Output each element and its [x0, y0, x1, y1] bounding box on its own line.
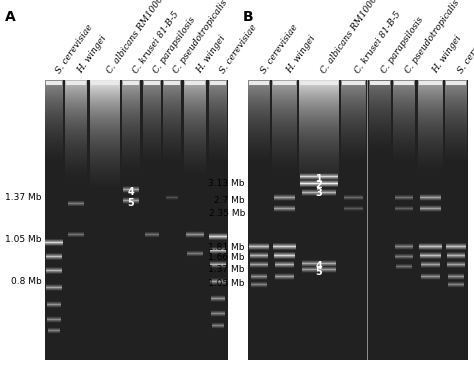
Text: 4: 4 [316, 261, 322, 271]
Text: C. krusei 81-B-5: C. krusei 81-B-5 [354, 10, 403, 75]
Text: 1.05 Mb: 1.05 Mb [209, 279, 245, 288]
Text: 2: 2 [316, 180, 322, 190]
Text: 5: 5 [316, 267, 322, 277]
Text: C. albicans RM1000: C. albicans RM1000 [319, 0, 379, 75]
Text: C. albicans RM1000: C. albicans RM1000 [105, 0, 165, 75]
Text: H. wingei: H. wingei [284, 34, 317, 75]
Text: 4: 4 [128, 187, 134, 197]
Text: H. wingei: H. wingei [430, 34, 463, 75]
Text: H. wingei: H. wingei [76, 34, 109, 75]
Text: S. cerevisiae: S. cerevisiae [456, 23, 474, 75]
Text: S. cerevisiae: S. cerevisiae [218, 23, 258, 75]
Text: H. wingei: H. wingei [195, 34, 228, 75]
Text: 3.13 Mb: 3.13 Mb [209, 179, 245, 188]
Text: 5: 5 [128, 198, 134, 208]
Text: B: B [243, 10, 254, 24]
Text: 0.8 Mb: 0.8 Mb [11, 277, 42, 286]
Text: 1.37 Mb: 1.37 Mb [6, 193, 42, 202]
Text: C. pseudotropicalis: C. pseudotropicalis [404, 0, 462, 75]
Text: 1.81 Mb: 1.81 Mb [209, 243, 245, 253]
Text: 2.35 Mb: 2.35 Mb [209, 209, 245, 217]
Text: 3: 3 [316, 188, 322, 198]
Text: 1.05 Mb: 1.05 Mb [6, 235, 42, 244]
Text: C. parapsilosis: C. parapsilosis [380, 15, 426, 75]
Text: C. krusei 81-B-5: C. krusei 81-B-5 [131, 10, 181, 75]
Text: 1.66 Mb: 1.66 Mb [209, 253, 245, 262]
Text: C. pseudotropicalis: C. pseudotropicalis [172, 0, 229, 75]
Text: C. parapsilosis: C. parapsilosis [152, 15, 198, 75]
Text: 2.7 Mb: 2.7 Mb [214, 196, 245, 205]
Text: S. cerevisiae: S. cerevisiae [54, 23, 94, 75]
Text: 1: 1 [316, 174, 322, 184]
Text: S. cerevisiae: S. cerevisiae [259, 23, 300, 75]
Text: 1.37 Mb: 1.37 Mb [209, 265, 245, 273]
Text: A: A [5, 10, 16, 24]
